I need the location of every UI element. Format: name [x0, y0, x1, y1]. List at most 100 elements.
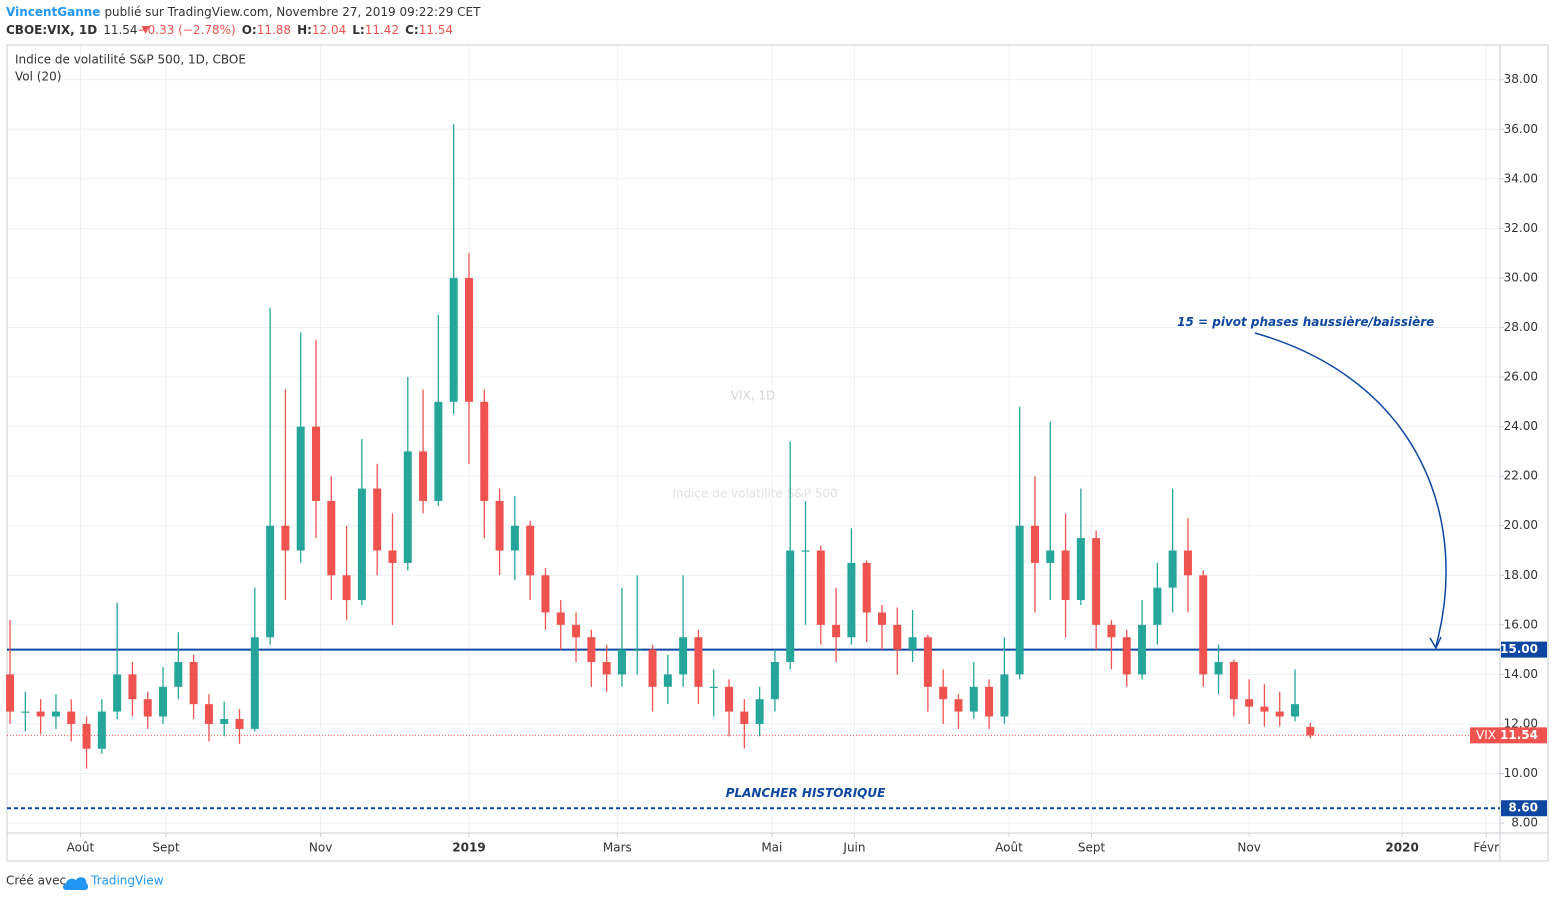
candle-body: [204, 704, 213, 724]
x-tick-label: Nov: [309, 841, 332, 855]
candle-body: [373, 488, 382, 551]
candle-body: [770, 662, 779, 700]
candle-body: [541, 575, 550, 613]
y-tick-label: 28.00: [1504, 320, 1538, 334]
last-price-name: VIX: [1476, 728, 1496, 742]
candle-body: [1183, 550, 1192, 576]
ohlc-value: 11.42: [365, 23, 399, 37]
candle-body: [449, 277, 458, 402]
chart-subtitle: Vol (20): [15, 70, 61, 84]
x-tick-label: Mars: [603, 841, 632, 855]
candle-body: [617, 649, 626, 675]
y-tick-label: 34.00: [1504, 171, 1538, 185]
candle-body: [633, 649, 642, 651]
candle-body: [556, 612, 565, 625]
candle-body: [174, 662, 183, 687]
candle-body: [220, 719, 229, 724]
watermark: VIX, 1D: [731, 389, 775, 403]
y-tick-label: 26.00: [1504, 370, 1538, 384]
candle-body: [816, 550, 825, 625]
candle-body: [1122, 637, 1131, 675]
candle-body: [1138, 624, 1147, 675]
watermark-sub: Indice de volatilité S&P 500: [672, 487, 837, 501]
y-tick-label: 32.00: [1504, 221, 1538, 235]
candle-body: [159, 686, 168, 717]
header-line: VincentGanne publié sur TradingView.com, …: [6, 5, 481, 19]
annotation: 15 = pivot phases haussière/baissière: [1177, 315, 1434, 329]
y-tick-label: 12.00: [1504, 716, 1538, 730]
candle-body: [189, 662, 198, 705]
candle-body: [143, 699, 152, 717]
candle-body: [923, 637, 932, 687]
candle-body: [480, 401, 489, 501]
x-tick-label: 2020: [1385, 841, 1418, 855]
down-arrow: [141, 26, 150, 34]
candle-body: [1076, 538, 1085, 601]
x-tick-label: Juin: [842, 841, 865, 855]
change: −0.33 (−2.78%): [138, 23, 236, 37]
candle-body: [985, 686, 994, 717]
annotation-arrow: [1254, 332, 1447, 647]
tradingview-logo: [63, 877, 89, 890]
y-tick-label: 10.00: [1504, 766, 1538, 780]
candle-body: [602, 662, 611, 675]
x-tick-label: Mai: [761, 841, 782, 855]
y-tick-label: 8.00: [1511, 816, 1538, 830]
candle-body: [403, 451, 412, 563]
candle-body: [709, 686, 718, 688]
candle-body: [312, 426, 321, 501]
candle-body: [434, 401, 443, 501]
candle-body: [1291, 704, 1300, 717]
candle-body: [694, 637, 703, 687]
y-tick-label: 20.00: [1504, 518, 1538, 532]
x-tick-label: Août: [67, 841, 95, 855]
candle-body: [1030, 525, 1039, 563]
candle-body: [67, 711, 76, 724]
candle-body: [296, 426, 305, 551]
last: 11.54: [103, 23, 137, 37]
candle-body: [954, 699, 963, 712]
candle-body: [51, 711, 60, 717]
footer-brand[interactable]: TradingView: [90, 874, 164, 888]
candle-body: [21, 711, 30, 713]
price-label: 8.60: [1508, 801, 1538, 815]
candle-body: [97, 711, 106, 749]
annotation-arrow-head: [1429, 636, 1442, 650]
price-label-box: [1501, 800, 1547, 817]
candle-body: [725, 686, 734, 712]
candle-body: [572, 624, 581, 638]
candle-body: [327, 500, 336, 576]
candle-body: [1061, 550, 1070, 601]
x-tick-label: Févr: [1473, 841, 1499, 855]
candle-body: [82, 723, 91, 749]
candle-body: [266, 525, 275, 638]
y-tick-label: 38.00: [1504, 72, 1538, 86]
footer-prefix: Créé avec: [6, 874, 66, 888]
symbol: CBOE:VIX, 1D: [6, 23, 97, 37]
y-tick-label: 36.00: [1504, 122, 1538, 136]
last-price-box: [1501, 727, 1547, 744]
candle-body: [526, 525, 535, 576]
candle-body: [235, 719, 244, 729]
price-label-box: [1501, 641, 1547, 658]
candle-body: [862, 562, 871, 613]
candle-body: [357, 488, 366, 601]
ohlc-label: H:: [297, 23, 312, 37]
candle-body: [1153, 587, 1162, 625]
author[interactable]: VincentGanne: [6, 5, 100, 19]
candle-body: [1275, 711, 1284, 717]
ohlc-label: O:: [242, 23, 257, 37]
candle-body: [740, 711, 749, 724]
chart-frame: [6, 44, 1549, 862]
candle-body: [128, 674, 137, 700]
candle-body: [1260, 706, 1269, 712]
candle-body: [847, 562, 856, 638]
last-price-name-box: [1470, 727, 1502, 744]
candle-body: [969, 686, 978, 712]
candle-body: [939, 686, 948, 700]
candle-body: [495, 500, 504, 551]
y-tick-label: 18.00: [1504, 568, 1538, 582]
ohlc-value: 11.88: [257, 23, 291, 37]
y-tick-label: 22.00: [1504, 469, 1538, 483]
candle-body: [464, 277, 473, 402]
